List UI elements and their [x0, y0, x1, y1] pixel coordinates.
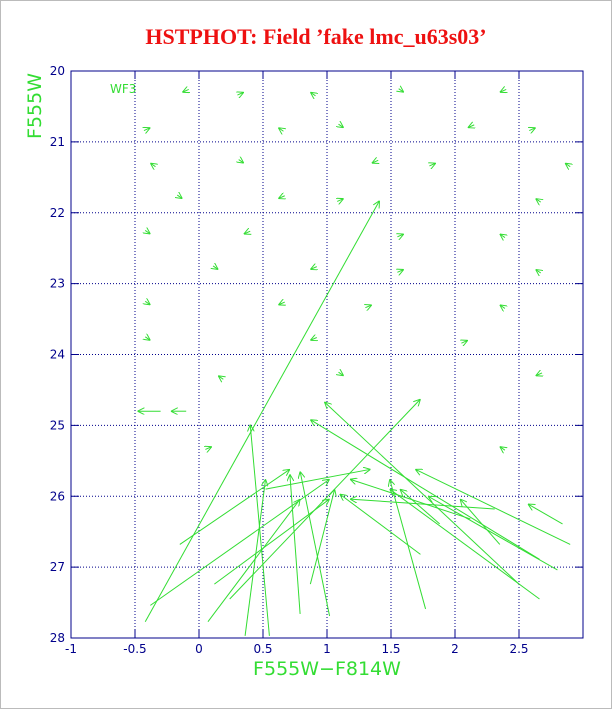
arrow	[244, 231, 250, 234]
arrow	[428, 496, 558, 571]
annotation: WF3	[110, 82, 136, 96]
arrow	[278, 128, 283, 132]
arrow	[213, 266, 218, 270]
x-tick-label: -1	[65, 642, 77, 656]
arrow	[397, 234, 403, 237]
arrow	[310, 267, 316, 270]
arrow	[278, 196, 284, 199]
y-tick-label: 21	[50, 135, 65, 149]
arrow	[397, 269, 403, 272]
arrow	[500, 234, 505, 238]
arrow	[278, 302, 284, 305]
arrow	[309, 489, 334, 585]
x-tick-label: 0.5	[253, 642, 272, 656]
x-tick-label: 2.5	[509, 642, 528, 656]
arrow	[150, 163, 155, 167]
arrow	[237, 92, 243, 95]
x-tick-label: 2	[451, 642, 459, 656]
x-tick-label: 1	[323, 642, 331, 656]
arrow	[179, 469, 290, 545]
arrow	[205, 447, 211, 450]
arrow	[372, 160, 378, 163]
arrow	[239, 160, 244, 164]
x-tick-label: -0.5	[123, 642, 146, 656]
arrow	[500, 89, 506, 92]
arrow	[400, 489, 440, 525]
arrow	[300, 471, 331, 617]
arrow	[244, 479, 265, 636]
arrow	[218, 376, 223, 380]
arrow	[145, 301, 150, 305]
arrow	[350, 479, 471, 520]
arrow	[536, 373, 542, 376]
arrow	[337, 199, 343, 202]
arrow	[145, 230, 150, 234]
arrow	[310, 420, 540, 560]
arrow	[390, 479, 427, 610]
y-tick-label: 26	[50, 489, 65, 503]
arrow	[250, 425, 270, 636]
arrow	[399, 89, 404, 93]
arrow	[340, 494, 421, 555]
arrow	[565, 163, 570, 167]
chart-title: HSTPHOT: Field ’fake lmc_u63s03’	[145, 24, 486, 49]
arrow	[500, 447, 505, 451]
y-tick-label: 25	[50, 418, 65, 432]
arrow	[310, 92, 315, 96]
arrow	[500, 305, 505, 309]
arrow	[177, 195, 182, 199]
y-tick-label: 27	[50, 560, 65, 574]
arrow	[536, 269, 541, 273]
arrow	[144, 201, 379, 622]
arrow	[461, 340, 467, 343]
arrow	[350, 499, 495, 510]
arrow	[265, 469, 371, 490]
y-tick-label: 20	[50, 64, 65, 78]
arrow	[144, 128, 150, 131]
arrow	[310, 337, 316, 340]
arrow	[528, 504, 563, 525]
arrow	[365, 305, 371, 308]
x-axis-label: F555W−F814W	[253, 658, 401, 680]
arrow	[390, 489, 540, 600]
y-tick-label: 24	[50, 348, 65, 362]
arrow	[207, 499, 300, 622]
arrow	[290, 474, 301, 614]
y-tick-label: 22	[50, 206, 65, 220]
y-tick-label: 23	[50, 277, 65, 291]
arrow	[536, 199, 541, 203]
arrow	[214, 499, 329, 585]
y-axis-label: F555W	[24, 73, 46, 139]
arrow	[145, 337, 150, 341]
arrow	[339, 124, 344, 128]
arrow	[468, 125, 474, 128]
arrow	[529, 128, 535, 131]
y-tick-label: 28	[50, 631, 65, 645]
arrow	[429, 163, 435, 166]
arrow	[460, 499, 501, 545]
arrow	[339, 372, 344, 376]
arrow	[324, 402, 520, 585]
x-tick-label: 1.5	[381, 642, 400, 656]
x-tick-label: 0	[195, 642, 203, 656]
arrow	[150, 479, 329, 606]
arrow	[182, 89, 188, 92]
arrow	[415, 469, 571, 545]
